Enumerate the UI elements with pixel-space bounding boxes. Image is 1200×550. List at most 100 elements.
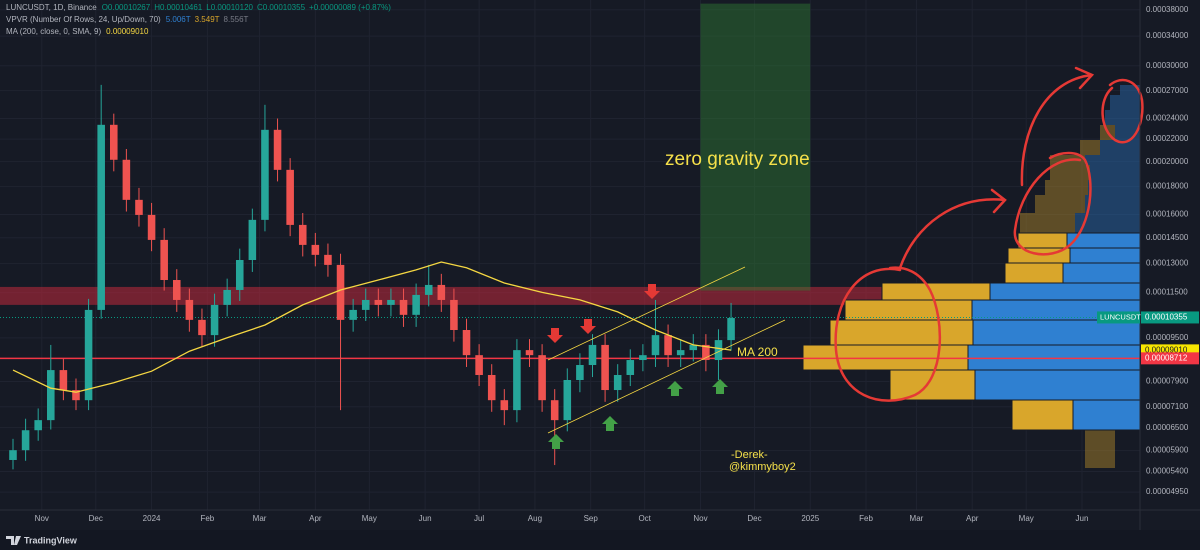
candle-body [639,355,647,361]
candle-body [324,254,332,265]
price-label-box [1141,352,1199,365]
plot [0,84,1140,470]
candle-body [286,169,294,225]
x-tick-label: May [1019,514,1034,523]
candle-body [613,374,622,391]
y-tick-label: 0.00004950 [1146,487,1189,496]
legend-value: C0.00010355 [257,3,306,12]
candle-body [185,299,194,320]
candle-body [109,124,118,160]
x-tick-label: Feb [859,514,873,523]
candle-body [248,219,257,261]
legend-value: 0.00009010 [106,27,149,36]
candle-body [198,319,206,336]
candle-body [727,318,735,341]
candle-body [47,370,55,421]
candle-body [172,280,181,300]
y-tick-label: 0.00027000 [1146,86,1189,95]
x-tick-label: Dec [89,514,103,523]
x-tick-label: Jun [419,514,432,523]
candle-body [273,129,282,170]
x-tick-label: Oct [638,514,651,523]
annotations: zero gravity zone MA 200 -Derek- @kimmyb… [547,66,1144,473]
candle-body [59,370,68,391]
ma-line [12,261,732,393]
candle-body [525,350,534,356]
candle-body [84,309,93,401]
candle-body [412,294,420,315]
candle-body [298,224,307,245]
legend-value: L0.00010120 [206,3,253,12]
y-tick-label: 0.00005400 [1146,467,1189,476]
candle-body [702,344,710,361]
header: LUNCUSDT, 1D, Binance O0.00010267 H0.00010… [6,3,391,36]
x-tick-label: 2025 [801,514,819,523]
candle-body [437,284,446,300]
y-tick-label: 0.00038000 [1146,5,1189,14]
candle-body [714,340,723,361]
candle-body [349,309,357,320]
candle-body [664,335,672,356]
series-name: LUNCUSDT [1100,312,1141,321]
annotation-text: @kimmyboy2 [729,461,796,473]
x-tick-label: Dec [747,514,761,523]
legend-name: VPVR (Number Of Rows, 24, Up/Down, 70) [6,15,161,24]
candle-body [651,335,660,356]
candle-body [97,124,105,310]
y-tick-label: 0.00030000 [1146,61,1189,70]
legend-value: 3.549T [195,15,220,24]
x-tick-label: Jun [1076,514,1089,523]
y-tick-label: 0.00007100 [1146,402,1189,411]
price-label-box [1141,311,1199,324]
brand: TradingView [24,535,78,545]
candle-body [135,199,143,215]
x-tick-label: Apr [966,514,979,523]
legend-value: O0.00010267 [102,3,151,12]
y-tick-label: 0.00005900 [1146,446,1189,455]
x-tick-label: Mar [253,514,267,523]
candle-body [588,344,597,366]
y-tick-label: 0.00009500 [1146,333,1189,342]
candle-body [487,374,496,401]
x-tick-label: Sep [584,514,599,523]
candle-body [513,350,521,411]
candle-body [450,299,458,331]
candle-body [21,430,30,451]
y-tick-label: 0.00013000 [1146,259,1189,268]
y-tick-label: 0.00034000 [1146,31,1189,40]
x-tick-label: May [362,514,377,523]
candle-body [462,330,471,356]
candle-body [475,355,483,375]
x-tick-label: Nov [693,514,707,523]
price-label: 0.00009010 [1145,345,1188,354]
candle-body [147,214,156,240]
candle-body [336,264,345,320]
candle-body [500,400,509,411]
candle-body [399,299,408,315]
x-tick-label: Nov [35,514,49,523]
zone [700,3,811,291]
candle-body [160,239,168,281]
candle-body [374,299,383,305]
candle-body [424,284,433,295]
candle-body [9,450,17,460]
x-tick-label: Apr [309,514,322,523]
price-label: 0.00008712 [1145,353,1188,362]
candle-body [387,299,395,305]
candle-body [676,350,685,356]
candle-body [72,390,80,401]
y-tick-label: 0.00018000 [1146,182,1189,191]
x-tick-label: Aug [528,514,542,523]
y-tick-label: 0.00007900 [1146,377,1189,386]
series-name-box [1097,311,1140,324]
candle-body [361,299,370,310]
candle-body [122,159,131,200]
x-tick-label: Mar [910,514,924,523]
candle-body [563,380,572,421]
y-tick-label: 0.00011500 [1146,288,1188,297]
y-tick-label: 0.00006500 [1146,423,1189,432]
candle-body [261,129,269,220]
candle-body [538,355,546,401]
candle-body [576,365,584,381]
